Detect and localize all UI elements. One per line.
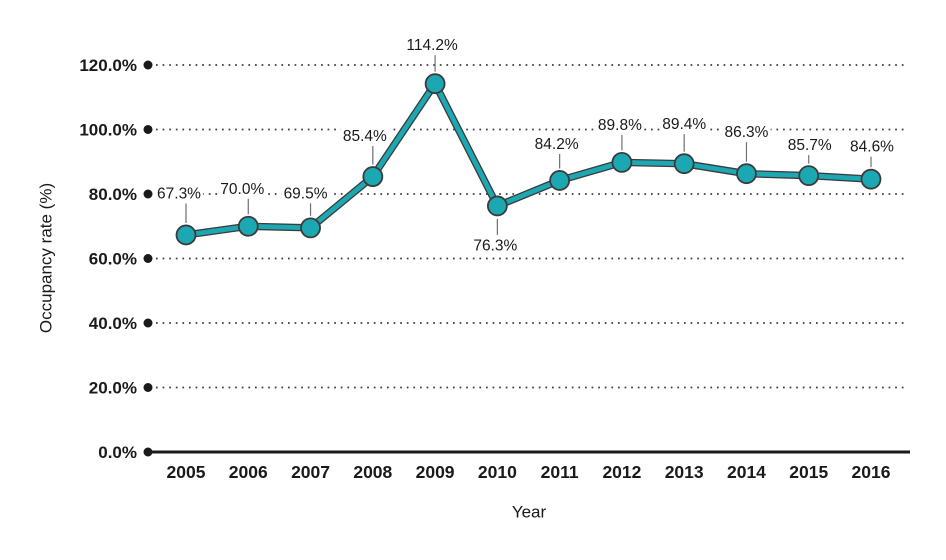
y-tick-dot [143, 254, 153, 263]
data-point-marker [798, 165, 820, 187]
x-tick-label: 2014 [727, 462, 766, 482]
data-point-label-bg [785, 136, 834, 156]
y-tick-label: 80.0% [89, 185, 137, 204]
data-point-label: 86.3% [724, 124, 768, 141]
data-point-label-bg [281, 184, 330, 204]
x-tick-label: 2010 [478, 462, 517, 482]
y-axis-title: Occupancy rate (%) [37, 183, 56, 333]
y-tick-dot [143, 125, 153, 134]
data-point-label-bg [722, 123, 771, 143]
data-point-marker [362, 166, 384, 187]
x-tick-label: 2016 [852, 462, 891, 482]
y-tick-dot [143, 60, 153, 70]
x-tick-label: 2006 [229, 462, 268, 482]
y-tick-dot [143, 383, 153, 392]
data-point-label-bg [848, 137, 897, 157]
data-point-label: 89.8% [598, 117, 642, 134]
x-tick-label: 2005 [167, 462, 206, 482]
y-tick-label: 100.0% [79, 121, 137, 140]
x-tick-label: 2013 [665, 462, 704, 482]
data-point-label: 89.4% [662, 116, 706, 133]
data-point-marker [611, 151, 633, 173]
data-point-label-bg [155, 184, 204, 204]
series-line-outline [182, 80, 875, 239]
x-axis-title: Year [512, 503, 547, 522]
y-tick-dot [143, 189, 153, 199]
x-tick-label: 2012 [602, 462, 641, 482]
y-tick-label: 120.0% [79, 56, 137, 75]
data-point-label-bg [471, 236, 520, 256]
data-point-label: 70.0% [220, 181, 264, 198]
data-point-marker [486, 195, 508, 217]
data-point-label: 85.7% [788, 137, 832, 154]
y-tick-label: 20.0% [89, 379, 137, 398]
data-point-label-bg [404, 36, 461, 56]
data-point-marker [673, 153, 695, 175]
x-tick-label: 2008 [353, 462, 392, 482]
y-tick-label: 0.0% [98, 443, 137, 462]
data-point-label-bg [660, 115, 709, 135]
data-point-marker [175, 224, 197, 246]
x-tick-label: 2011 [541, 462, 579, 482]
series-line [183, 81, 874, 238]
data-point-label: 67.3% [157, 185, 201, 202]
data-point-marker [237, 215, 259, 237]
data-point-label: 85.4% [343, 128, 387, 145]
data-point-label: 76.3% [473, 237, 517, 254]
data-point-label-bg [595, 115, 645, 135]
data-point-marker [736, 163, 757, 185]
x-tick-label: 2009 [416, 462, 455, 482]
y-tick-dot [143, 318, 153, 328]
data-point-label: 69.5% [284, 185, 328, 202]
data-point-label-bg [218, 179, 267, 199]
data-point-label: 84.2% [535, 136, 579, 153]
plot-area: 0.0% 20.0% 40.0% 60.0% 80.0% 100.0% 120.0% 2005… [79, 36, 910, 482]
data-point-label-bg [340, 127, 390, 147]
y-tick-label: 40.0% [89, 314, 137, 333]
x-tick-label: 2015 [789, 462, 828, 482]
y-tick-label: 60.0% [89, 250, 137, 269]
data-point-label: 84.6% [850, 139, 894, 156]
data-point-label-bg [532, 134, 581, 154]
data-point-marker [424, 73, 446, 95]
data-point-marker [860, 168, 882, 190]
data-point-marker [549, 170, 571, 191]
data-point-marker [300, 217, 321, 239]
data-point-label: 114.2% [406, 37, 458, 54]
x-tick-label: 2007 [291, 462, 330, 482]
